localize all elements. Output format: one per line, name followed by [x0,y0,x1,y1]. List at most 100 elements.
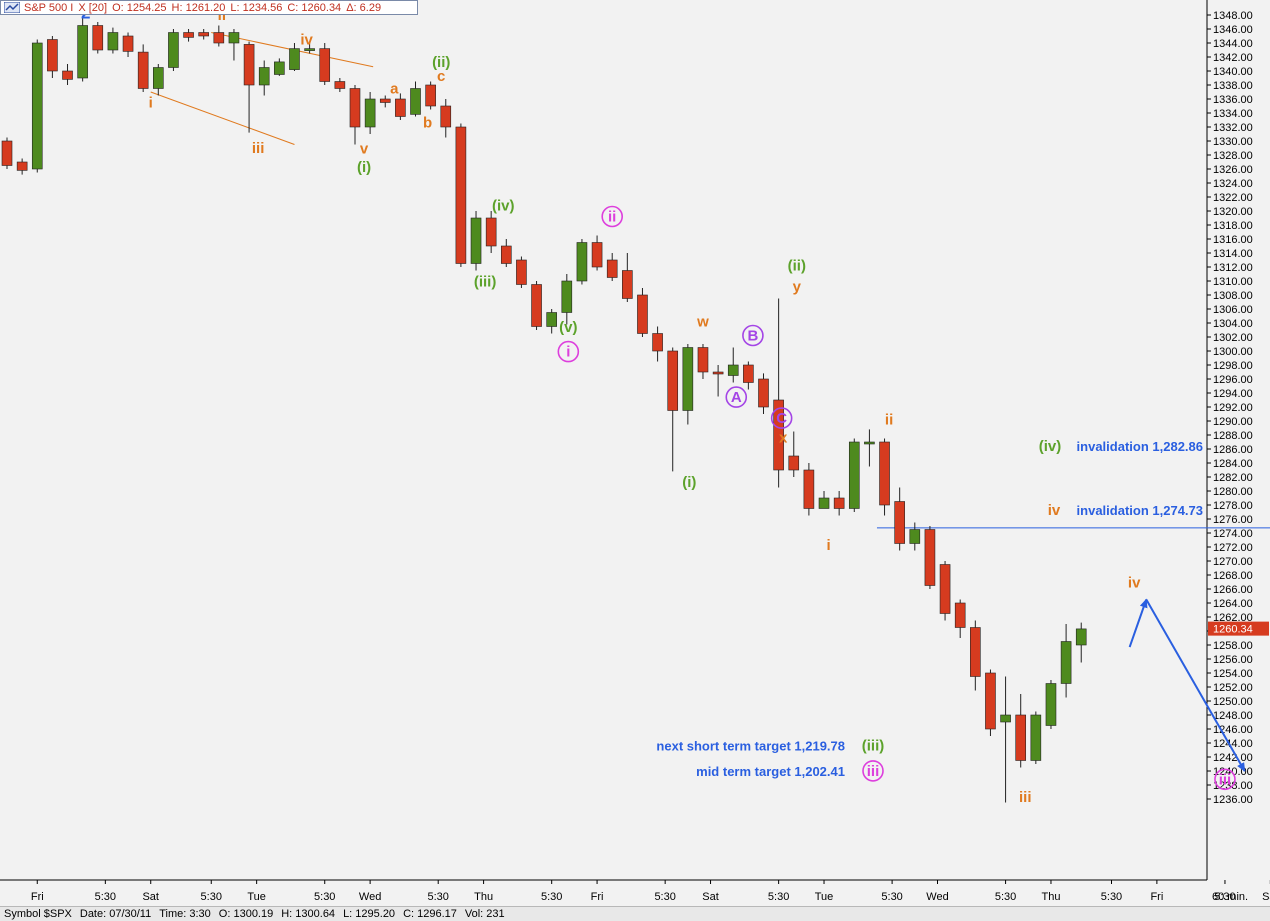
candle[interactable] [606,253,618,281]
candle[interactable] [954,599,966,639]
candle[interactable] [591,235,603,271]
candle[interactable] [334,78,346,92]
candle[interactable] [576,239,588,285]
candle[interactable] [531,281,542,330]
candle[interactable] [198,29,209,40]
candle[interactable] [395,93,406,120]
candle[interactable] [985,669,996,737]
candle[interactable] [667,347,679,472]
candle[interactable] [349,85,361,145]
candle[interactable] [47,36,58,78]
candle-body-up [289,48,300,70]
candle[interactable] [1045,680,1057,729]
candle[interactable] [153,64,164,96]
chart-icon [4,2,20,13]
candle[interactable] [652,326,663,362]
candle[interactable] [894,487,905,551]
candle[interactable] [168,29,179,71]
candle[interactable] [1,137,13,170]
candle[interactable] [31,39,43,173]
candle[interactable] [637,288,648,337]
candle[interactable] [743,361,754,390]
x-axis-ticks: Fri 5:30 Sat 5:30 Tue 5:30 Wed 5:30 Thu 5:30 Fri 5:… [31,880,1270,903]
candle[interactable] [289,43,300,71]
candle[interactable] [122,32,134,58]
candle[interactable] [818,491,830,509]
candle[interactable] [1015,694,1027,768]
candle[interactable] [864,429,875,467]
candle[interactable] [1000,676,1011,803]
x-tick-label: Tue [815,891,834,903]
candle[interactable] [803,463,815,516]
candles[interactable] [1,18,1087,803]
candle[interactable] [410,81,421,117]
candle-body-up [410,88,421,115]
candle[interactable] [924,526,936,589]
candle[interactable] [1030,711,1042,765]
candle[interactable] [939,561,951,621]
candle[interactable] [274,58,285,76]
candle[interactable] [258,60,270,96]
candle[interactable] [697,344,709,379]
candle[interactable] [107,27,119,54]
candle[interactable] [712,365,724,397]
candle[interactable] [137,44,149,92]
candle[interactable] [92,22,104,54]
candle-body-up [1000,714,1011,723]
y-tick-label: 1288.00 [1213,430,1253,442]
candle-body-down [879,441,890,506]
candle[interactable] [727,347,739,383]
candle[interactable] [470,211,482,271]
status-low: L: 1295.20 [343,908,396,920]
candle[interactable] [364,92,376,134]
y-tick-label: 1264.00 [1213,598,1253,610]
candle[interactable] [773,298,784,488]
candle[interactable] [622,253,633,302]
y-tick-label: 1254.00 [1213,668,1253,680]
y-tick-label: 1268.00 [1213,570,1253,582]
y-tick-label: 1344.00 [1213,38,1253,50]
candle[interactable] [319,43,331,85]
candle-body-up [576,242,588,282]
candle-body-down [92,25,104,51]
candle[interactable] [16,158,28,175]
candle[interactable] [213,25,225,47]
y-tick-label: 1330.00 [1213,136,1253,148]
candle[interactable] [62,64,73,85]
candle[interactable] [304,43,315,54]
candle[interactable] [1060,624,1072,698]
projection-arrow [1128,598,1246,772]
candle[interactable] [833,491,845,516]
candle[interactable] [425,81,436,110]
candle[interactable] [516,256,527,289]
candle[interactable] [909,522,921,551]
candle[interactable] [485,211,497,253]
candle[interactable] [848,438,860,513]
candle[interactable] [1075,622,1087,663]
candle[interactable] [546,309,557,334]
candle[interactable] [500,239,512,267]
candle-body-up [1060,641,1072,684]
candle[interactable] [379,95,391,108]
candle-body-up [364,98,376,128]
candle[interactable] [561,274,573,325]
x-tick-label: Wed [926,891,948,903]
candle[interactable] [440,99,452,138]
candle[interactable] [788,431,800,478]
candle[interactable] [228,29,240,61]
candle[interactable] [758,373,769,414]
y-tick-label: 1322.00 [1213,192,1253,204]
candle[interactable] [77,18,88,82]
candle[interactable] [243,41,255,133]
candle[interactable] [970,620,981,691]
candle[interactable] [455,123,467,268]
y-tick-label: 1280.00 [1213,486,1253,498]
candle-body-up [848,441,860,509]
status-close: C: 1296.17 [403,908,457,920]
candle[interactable] [682,344,694,425]
candle-body-up [909,529,921,544]
candle[interactable] [879,438,890,516]
candle[interactable] [183,29,194,42]
y-tick-label: 1348.00 [1213,10,1253,22]
